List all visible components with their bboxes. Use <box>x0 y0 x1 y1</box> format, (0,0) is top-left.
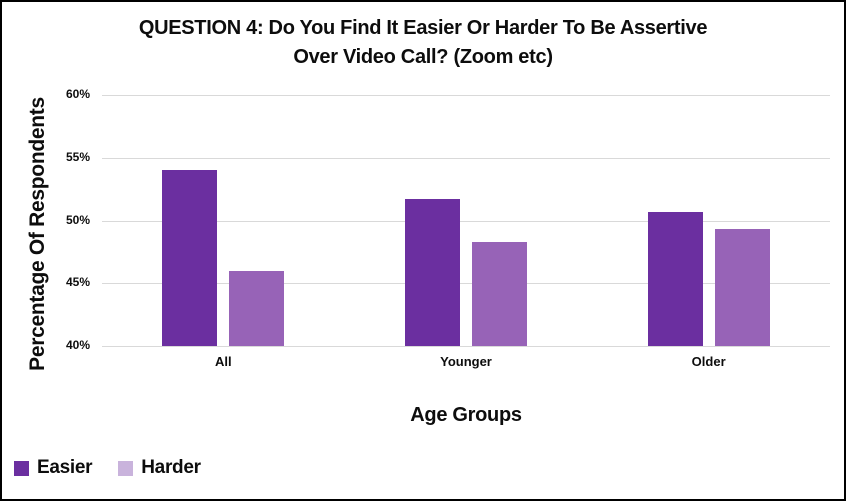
x-category-label-younger: Younger <box>440 354 492 369</box>
chart-title-line1: QUESTION 4: Do You Find It Easier Or Har… <box>138 17 708 39</box>
y-tick-label: 60% <box>65 87 90 101</box>
gridline <box>102 95 830 96</box>
x-category-label-all: All <box>215 354 232 369</box>
bar-easier-older <box>647 211 703 346</box>
y-axis-title: Percentage Of Respondents <box>26 97 49 371</box>
bar-easier-all <box>162 170 218 346</box>
gridline <box>102 283 830 285</box>
plot-area <box>102 95 830 347</box>
gridline <box>102 157 830 159</box>
chart-title: QUESTION 4: Do You Find It Easier Or Har… <box>2 14 844 72</box>
x-axis-title: Age Groups <box>410 404 522 426</box>
y-tick-label: 45% <box>65 275 90 290</box>
bar-harder-younger <box>472 241 527 346</box>
bar-easier-younger <box>405 199 460 346</box>
legend-item-easier: Easier <box>14 457 93 479</box>
gridline <box>102 220 830 222</box>
bar-harder-all <box>229 270 285 346</box>
legend-label-easier: Easier <box>37 457 93 478</box>
y-tick-label: 40% <box>65 338 90 352</box>
legend-swatch-harder <box>118 460 134 476</box>
gridline <box>102 346 830 347</box>
legend-swatch-easier <box>14 460 29 476</box>
y-tick-label: 50% <box>65 212 90 227</box>
x-category-label-older: Older <box>691 354 726 369</box>
chart-title-line2: Over Video Call? (Zoom etc) <box>293 46 553 68</box>
legend: Easier Harder <box>14 457 201 479</box>
bar-harder-older <box>714 229 770 346</box>
y-tick-label: 55% <box>65 149 90 164</box>
legend-label-harder: Harder <box>141 457 201 478</box>
legend-item-harder: Harder <box>118 457 201 479</box>
